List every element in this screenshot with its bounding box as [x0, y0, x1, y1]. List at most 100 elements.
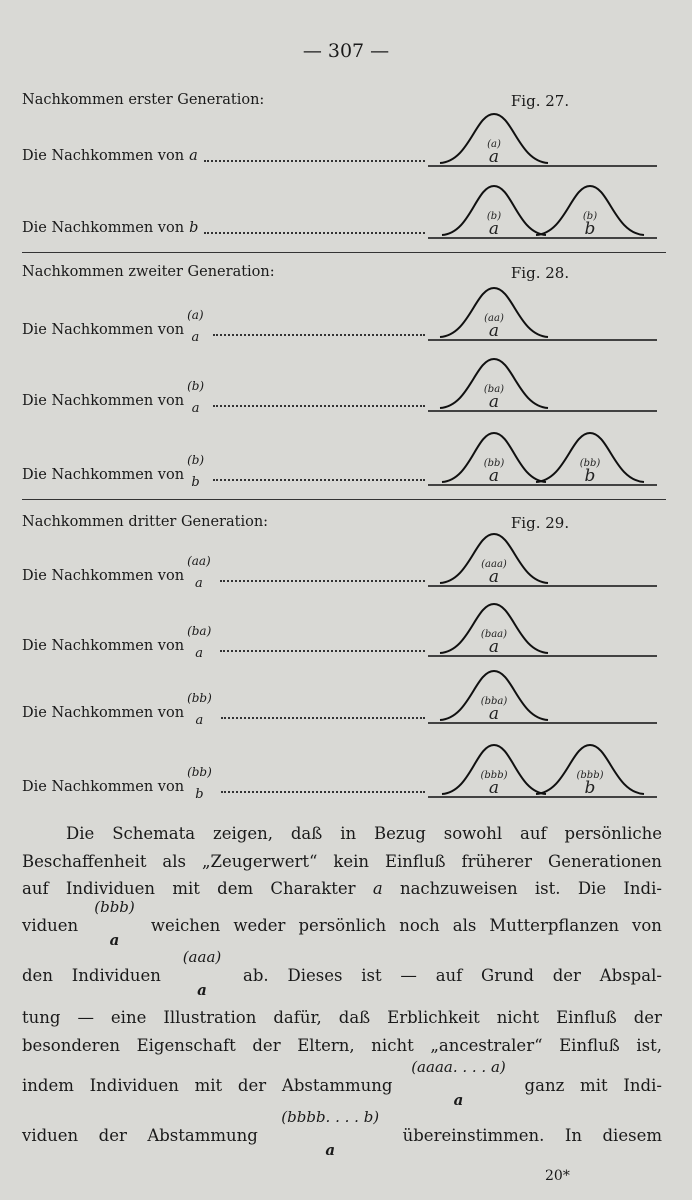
curve-character-label: b	[585, 219, 596, 239]
distribution-curve	[439, 532, 549, 584]
row-variable: a	[189, 148, 198, 164]
paragraph-word: Einfluß	[556, 1007, 617, 1027]
fraction-denominator: a	[453, 1091, 464, 1109]
distribution-curve	[441, 431, 547, 483]
paragraph-line: indem Individuen mit der Abstammung (aaaa. . …	[22, 1060, 662, 1108]
signature-mark: 20*	[545, 1168, 570, 1184]
distribution-curve	[439, 357, 549, 409]
generation-heading: Nachkommen dritter Generation:	[22, 514, 269, 530]
paragraph-word: in	[340, 823, 357, 843]
fraction-denominator: a	[191, 330, 200, 345]
curve-character-label: a	[489, 704, 499, 724]
distribution-curve	[439, 669, 549, 721]
fraction-numerator: (aaaa. . . . a)	[411, 1058, 506, 1076]
paragraph-word: mit	[580, 1075, 608, 1095]
paragraph-line: tung — eine Illustration dafür, daß Erblichkei…	[22, 1002, 662, 1032]
paragraph-word: Mutterpflanzen	[489, 915, 619, 935]
fraction-numerator: (ba)	[187, 624, 212, 638]
ancestry-fraction: (bbbb. . . . b) a	[281, 1110, 379, 1158]
parentage-fraction: (bb) b	[187, 766, 212, 801]
paragraph-word: nachzuweisen	[399, 878, 518, 898]
paragraph-word: Charakter	[270, 878, 356, 898]
paragraph-word: dafür,	[273, 1007, 322, 1027]
curve-ancestry-label: (bbb)	[576, 770, 603, 781]
page-number: — 307 —	[302, 40, 390, 62]
paragraph-word: Die	[577, 878, 607, 898]
fraction-denominator: b	[191, 475, 200, 490]
curve-ancestry-label: (b)	[487, 211, 501, 222]
fraction-numerator: (aa)	[187, 554, 211, 568]
row-prefix: Die Nachkommen von	[22, 393, 185, 409]
curve-character-label: a	[489, 567, 499, 587]
paragraph-word: „Zeugerwert“	[201, 851, 318, 871]
curve-character-label: b	[585, 778, 596, 798]
paragraph-word: weichen	[150, 915, 221, 935]
paragraph-word: Erblichkeit	[387, 1007, 480, 1027]
parentage-fraction: (b) b	[187, 454, 204, 489]
curve-ancestry-label: (bb)	[580, 458, 601, 469]
row-label: Die Nachkommen von (bb) b	[22, 766, 427, 801]
fraction-numerator: (b)	[187, 453, 205, 467]
curve-character-label: b	[585, 466, 596, 486]
section-divider	[22, 499, 666, 500]
fraction-denominator: a	[325, 1141, 336, 1159]
fraction-denominator: b	[195, 787, 204, 802]
row-prefix: Die Nachkommen von	[22, 568, 185, 584]
fraction-numerator: (a)	[187, 308, 204, 322]
curve-ancestry-label: (a)	[487, 139, 501, 150]
dotted-leader	[220, 790, 425, 793]
row-label: Die Nachkommen von (b) a	[22, 380, 427, 415]
paragraph-word: früherer	[461, 851, 533, 871]
fraction-denominator: a	[109, 931, 120, 949]
paragraph-word: persönlich	[298, 915, 387, 935]
curve-character-label: a	[489, 219, 499, 239]
paragraph-word: mit	[172, 878, 200, 898]
row-prefix: Die Nachkommen von	[22, 705, 185, 721]
paragraph-word: Individuen	[65, 878, 156, 898]
fraction-denominator: a	[197, 981, 207, 999]
curve-character-label: a	[489, 466, 499, 486]
distribution-curve	[441, 743, 547, 795]
paragraph-line: besonderen Eigenschaft der Eltern, nicht „anc…	[22, 1030, 662, 1060]
dotted-leader	[220, 716, 425, 719]
paragraph-line: auf Individuen mit dem Charakter a nachzuweise…	[22, 873, 662, 903]
curve-ancestry-label: (b)	[583, 211, 597, 222]
distribution-curve	[535, 184, 645, 236]
row-label: Die Nachkommen von (bb) a	[22, 692, 427, 727]
paragraph-word: Grund	[481, 965, 534, 985]
curve-ancestry-label: (aa)	[484, 313, 504, 324]
paragraph-word: Abstammung	[281, 1075, 393, 1095]
paragraph-word: ist.	[534, 878, 561, 898]
paragraph-line: viduen (bbb) a weichen weder persönlich noch al…	[22, 900, 662, 948]
paragraph-word: kein	[333, 851, 370, 871]
paragraph-word: Eigenschaft	[136, 1035, 236, 1055]
paragraph-word: diesem	[602, 1125, 662, 1145]
paragraph-word: daß	[338, 1007, 371, 1027]
generation-heading: Nachkommen erster Generation:	[22, 92, 265, 108]
paragraph-word: als	[162, 851, 187, 871]
paragraph-word: „ancestraler“	[430, 1035, 543, 1055]
dotted-leader	[219, 579, 425, 582]
row-prefix: Die Nachkommen von	[22, 322, 185, 338]
distribution-curve	[439, 112, 549, 164]
paragraph-word: Dieses	[287, 965, 343, 985]
paragraph-word: Generationen	[548, 851, 662, 871]
fraction-denominator: a	[191, 401, 200, 416]
distribution-curve	[535, 431, 645, 483]
paragraph-word: auf	[22, 878, 49, 898]
curve-character-label: a	[489, 392, 499, 412]
paragraph-line: den Individuen (aaa) a ab. Dieses ist — auf Grund…	[22, 950, 662, 998]
curve-ancestry-label: (bb)	[484, 458, 505, 469]
paragraph-word: den	[22, 965, 53, 985]
paragraph-word: In	[564, 1125, 583, 1145]
parentage-fraction: (bb) a	[187, 692, 212, 727]
paragraph-word: nicht	[371, 1035, 414, 1055]
fraction-numerator: (bb)	[187, 765, 212, 779]
figure-label: Fig. 29.	[510, 514, 570, 532]
curve-ancestry-label: (aaa)	[481, 559, 507, 570]
fraction-denominator: a	[195, 713, 204, 728]
paragraph-word: dem	[217, 878, 254, 898]
parentage-fraction: (ba) a	[187, 625, 211, 660]
paragraph-word: besonderen	[22, 1035, 120, 1055]
